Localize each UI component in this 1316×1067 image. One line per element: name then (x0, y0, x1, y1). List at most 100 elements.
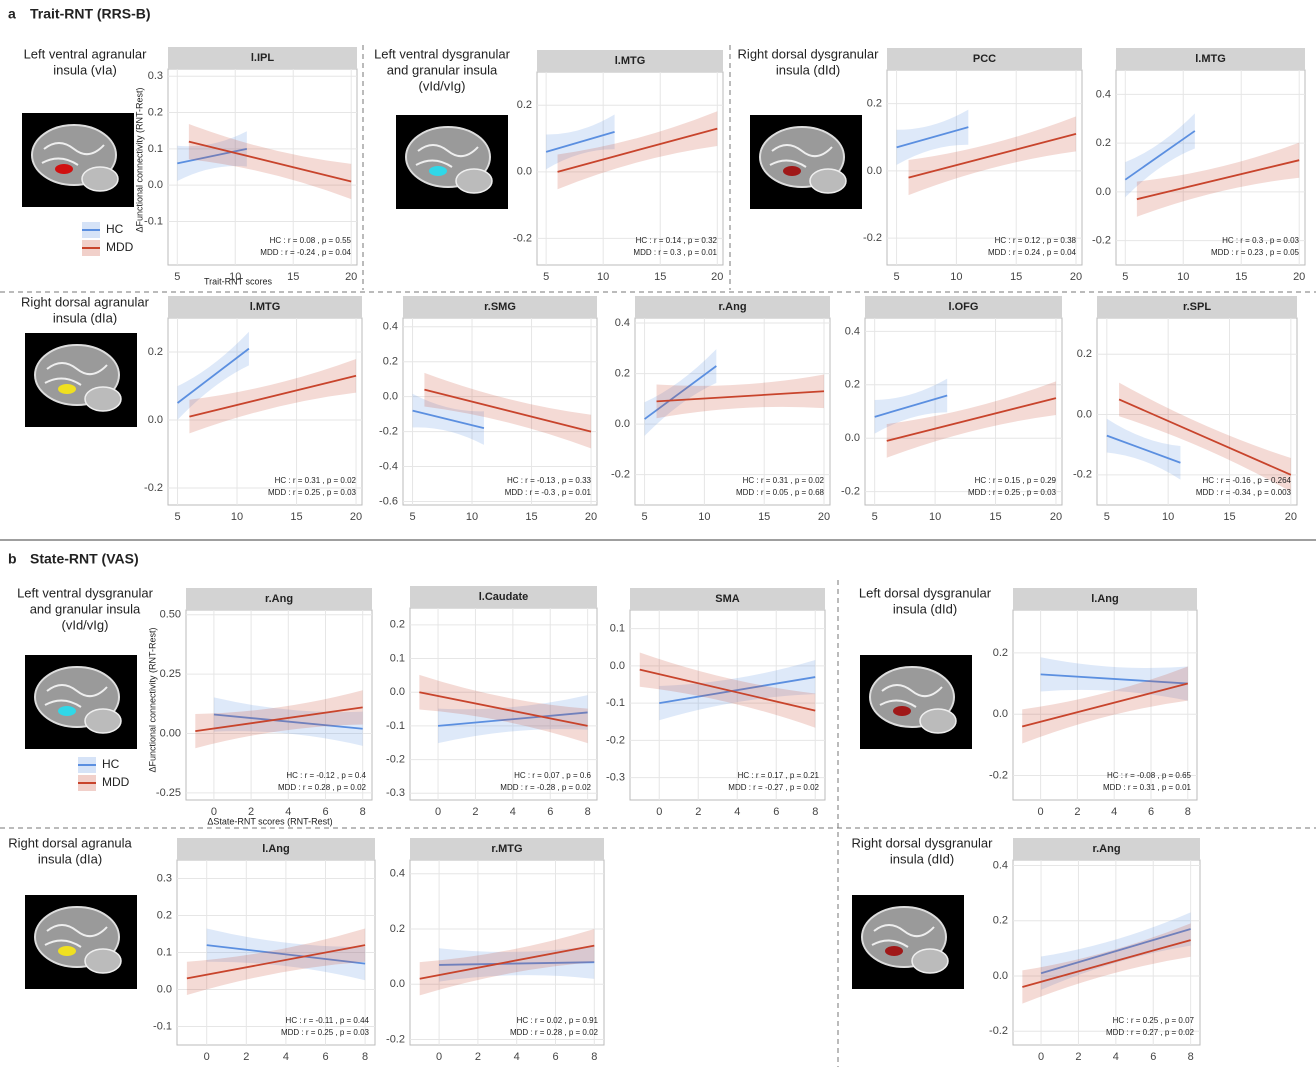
stat-text: HC : r = -0.13 , p = 0.33 (507, 476, 592, 485)
x-tick-label: 0 (435, 806, 441, 818)
y-tick-label: 0.2 (390, 619, 405, 631)
y-tick-label: 0.0 (517, 166, 532, 178)
x-tick-label: 15 (290, 511, 302, 523)
stat-text: MDD : r = -0.34 , p = 0.003 (1196, 488, 1292, 497)
y-tick-label: 0.0 (1096, 186, 1111, 198)
region-label: insula (dId) (893, 601, 957, 616)
y-tick-label: 0.0 (383, 391, 398, 403)
insula-region (55, 164, 73, 174)
x-tick-label: 10 (229, 271, 241, 283)
brain (85, 387, 121, 411)
x-tick-label: 20 (345, 271, 357, 283)
stat-text: HC : r = 0.3 , p = 0.03 (1222, 236, 1299, 245)
panel-title: l.OFG (949, 301, 979, 313)
panel-title: l.Caudate (479, 591, 529, 603)
x-tick-label: 15 (287, 271, 299, 283)
stat-text: MDD : r = 0.25 , p = 0.03 (281, 1028, 370, 1037)
panel-title: r.Ang (718, 301, 746, 313)
x-tick-label: 4 (283, 1051, 289, 1063)
insula-region (58, 384, 76, 394)
region-label: Right dorsal agranular (21, 294, 150, 309)
x-tick-label: 4 (734, 806, 740, 818)
y-tick-label: -0.2 (989, 769, 1008, 781)
section-label: b (8, 551, 17, 567)
y-tick-label: 0.1 (148, 143, 163, 155)
y-tick-label: 0.2 (1077, 348, 1092, 360)
y-tick-label: 0.2 (993, 647, 1008, 659)
region-label: insula (dId) (776, 62, 840, 77)
stat-text: HC : r = 0.14 , p = 0.32 (636, 236, 718, 245)
region-label: and granular insula (30, 601, 141, 616)
y-tick-label: 0.2 (390, 923, 405, 935)
x-tick-label: 4 (285, 806, 291, 818)
stat-text: HC : r = -0.12 , p = 0.4 (286, 771, 366, 780)
y-tick-label: 0.2 (845, 379, 860, 391)
y-tick-label: 0.0 (148, 179, 163, 191)
y-tick-label: -0.2 (386, 753, 405, 765)
x-tick-label: 5 (1104, 511, 1110, 523)
x-tick-label: 2 (1074, 806, 1080, 818)
region-label: insula (dIa) (53, 310, 117, 325)
x-tick-label: 20 (585, 511, 597, 523)
x-tick-label: 2 (695, 806, 701, 818)
y-tick-label: 0.4 (845, 325, 860, 337)
x-tick-label: 20 (1050, 511, 1062, 523)
y-tick-label: -0.1 (144, 215, 163, 227)
region-label: Right dorsal agranula (8, 835, 132, 850)
x-tick-label: 0 (1038, 806, 1044, 818)
panel-title: r.SMG (484, 301, 516, 313)
stat-text: HC : r = 0.12 , p = 0.38 (995, 236, 1077, 245)
x-tick-label: 10 (929, 511, 941, 523)
stat-text: MDD : r = 0.25 , p = 0.03 (268, 488, 357, 497)
x-tick-label: 20 (711, 271, 723, 283)
y-tick-label: -0.2 (1073, 469, 1092, 481)
region-label: Right dorsal dysgranular (738, 46, 880, 61)
brain (85, 949, 121, 973)
y-tick-label: 0.4 (383, 321, 398, 333)
insula-region (783, 166, 801, 176)
x-tick-label: 8 (812, 806, 818, 818)
y-tick-label: -0.2 (989, 1025, 1008, 1037)
panel-title: r.MTG (491, 843, 522, 855)
stat-text: HC : r = 0.08 , p = 0.55 (270, 236, 352, 245)
panel-title: SMA (715, 593, 740, 605)
x-tick-label: 10 (466, 511, 478, 523)
insula-region (58, 706, 76, 716)
x-axis-label: ΔState-RNT scores (RNT-Rest) (207, 816, 332, 826)
region-label: (vId/vIg) (62, 617, 109, 632)
y-tick-label: -0.3 (606, 772, 625, 784)
y-tick-label: 0.0 (615, 418, 630, 430)
legend-label: HC (102, 757, 120, 771)
legend-label: HC (106, 222, 124, 236)
stat-text: MDD : r = 0.25 , p = 0.03 (968, 488, 1057, 497)
y-tick-label: 0.0 (390, 686, 405, 698)
x-tick-label: 5 (174, 511, 180, 523)
x-tick-label: 5 (642, 511, 648, 523)
x-tick-label: 5 (543, 271, 549, 283)
y-tick-label: 0.0 (867, 165, 882, 177)
stat-text: MDD : r = 0.05 , p = 0.68 (736, 488, 825, 497)
stat-text: MDD : r = -0.3 , p = 0.01 (505, 488, 592, 497)
y-tick-label: 0.2 (383, 356, 398, 368)
y-tick-label: 0.0 (157, 983, 172, 995)
section-title: Trait-RNT (RRS-B) (30, 6, 151, 22)
x-tick-label: 0 (1038, 1051, 1044, 1063)
x-tick-label: 20 (818, 511, 830, 523)
x-tick-label: 15 (989, 511, 1001, 523)
x-tick-label: 10 (231, 511, 243, 523)
y-tick-label: 0.2 (148, 346, 163, 358)
region-label: insula (vIa) (53, 62, 117, 77)
x-tick-label: 15 (758, 511, 770, 523)
x-tick-label: 10 (1162, 511, 1174, 523)
y-axis-label: ΔFunctional connectivity (RNT-Rest) (134, 87, 144, 232)
insula-region (893, 706, 911, 716)
y-tick-label: 0.1 (157, 946, 172, 958)
y-tick-label: -0.4 (379, 460, 398, 472)
x-tick-label: 0 (204, 1051, 210, 1063)
brain (920, 709, 956, 733)
x-tick-label: 2 (248, 806, 254, 818)
region-label: Right dorsal dysgranular (852, 835, 994, 850)
x-tick-label: 0 (211, 806, 217, 818)
x-tick-label: 8 (1185, 806, 1191, 818)
y-tick-label: 0.0 (610, 660, 625, 672)
